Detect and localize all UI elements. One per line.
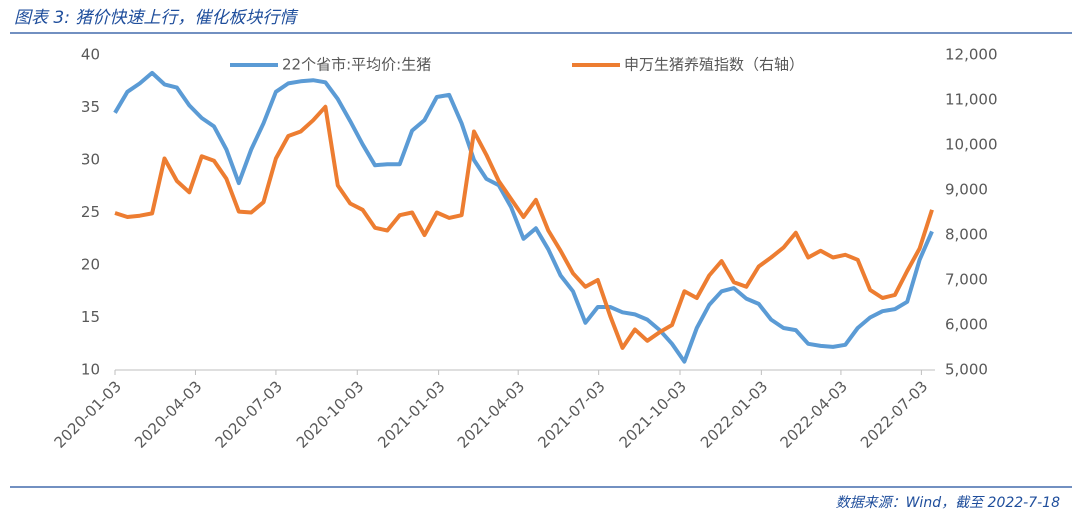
series-line	[113, 70, 934, 364]
y-tick-label: 35	[81, 98, 100, 116]
x-tick-label: 2021-10-03	[616, 377, 690, 451]
y-tick-label: 15	[81, 308, 100, 326]
y2-tick-label: 6,000	[945, 316, 988, 334]
y2-tick-label: 11,000	[945, 91, 998, 109]
x-tick-label: 2022-04-03	[777, 377, 851, 451]
page-title: 图表 3: 猪价快速上行，催化板块行情	[14, 8, 299, 28]
x-tick-label: 2021-01-03	[374, 377, 448, 451]
y2-tick-label: 10,000	[945, 136, 998, 154]
y-tick-label: 10	[81, 361, 100, 379]
y2-tick-label: 8,000	[945, 226, 988, 244]
x-tick-label: 2021-04-03	[454, 377, 528, 451]
y-tick-label: 25	[81, 203, 100, 221]
y2-tick-label: 9,000	[945, 181, 988, 199]
y2-tick-label: 12,000	[945, 46, 998, 64]
x-tick-label: 2020-01-03	[51, 377, 125, 451]
x-tick-label: 2022-01-03	[697, 377, 771, 451]
legend-label: 22个省市:平均价:生猪	[282, 56, 431, 74]
series-line	[114, 104, 934, 350]
y-tick-label: 20	[81, 256, 100, 274]
x-tick-label: 2021-07-03	[534, 377, 608, 451]
legend-label: 申万生猪养殖指数（右轴）	[624, 56, 804, 74]
y2-tick-label: 5,000	[945, 361, 988, 379]
y-tick-label: 30	[81, 151, 100, 169]
x-tick-label: 2020-07-03	[212, 377, 286, 451]
x-tick-label: 2020-10-03	[293, 377, 367, 451]
source-note: 数据来源：Wind，截至 2022-7-18	[836, 495, 1060, 511]
x-tick-label: 2022-07-03	[857, 377, 931, 451]
y2-tick-label: 7,000	[945, 271, 988, 289]
y-tick-label: 40	[81, 46, 100, 64]
x-tick-label: 2020-04-03	[131, 377, 205, 451]
